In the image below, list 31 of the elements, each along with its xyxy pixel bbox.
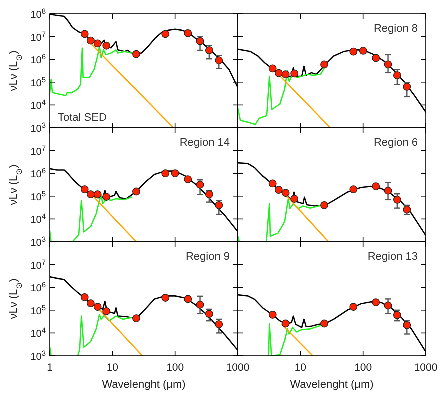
y-tick-label: 10$^{6}$ xyxy=(30,52,46,67)
y-tick-label: 10$^{3}$ xyxy=(30,348,46,363)
y-tick-label: 10$^{7}$ xyxy=(30,29,46,44)
annotation: Region 8 xyxy=(374,23,418,35)
x-axis-title: Wavelenght (μm) xyxy=(290,379,374,391)
y-tick-label: 10$^{6}$ xyxy=(30,166,46,181)
x-tick-label: 10 xyxy=(294,362,307,374)
annotation: Region 14 xyxy=(180,137,230,149)
y-tick-label: 10$^{4}$ xyxy=(30,98,46,112)
y-tick-label: 10$^{6}$ xyxy=(30,280,46,295)
y-tick-label: 10$^{8}$ xyxy=(30,6,46,21)
x-tick-label: 1000 xyxy=(226,362,250,374)
x-tick-label: 10 xyxy=(106,362,119,374)
y-tick-label: 10$^{7}$ xyxy=(30,143,46,158)
y-tick-label: 10$^{5}$ xyxy=(30,302,46,318)
annotation: Total SED xyxy=(58,112,107,124)
x-axis-title: Wavelenght (μm) xyxy=(102,379,186,391)
y-tick-label: 10$^{3}$ xyxy=(30,120,46,135)
x-tick-label: 100 xyxy=(354,362,372,374)
x-tick-label: 100 xyxy=(166,362,184,374)
annotation: Region 9 xyxy=(186,251,230,263)
y-tick-label: 10$^{5}$ xyxy=(30,188,46,204)
y-tick-label: 10$^{7}$ xyxy=(30,257,46,272)
y-tick-label: 10$^{5}$ xyxy=(30,74,46,90)
x-tick-label: 1 xyxy=(47,362,54,374)
y-tick-label: 10$^{4}$ xyxy=(30,326,46,340)
x-tick-label: 1000 xyxy=(414,362,438,374)
y-tick-label: 10$^{3}$ xyxy=(30,234,46,249)
annotation: Region 6 xyxy=(374,137,418,149)
annotation: Region 13 xyxy=(368,251,418,263)
y-tick-label: 10$^{4}$ xyxy=(30,212,46,226)
